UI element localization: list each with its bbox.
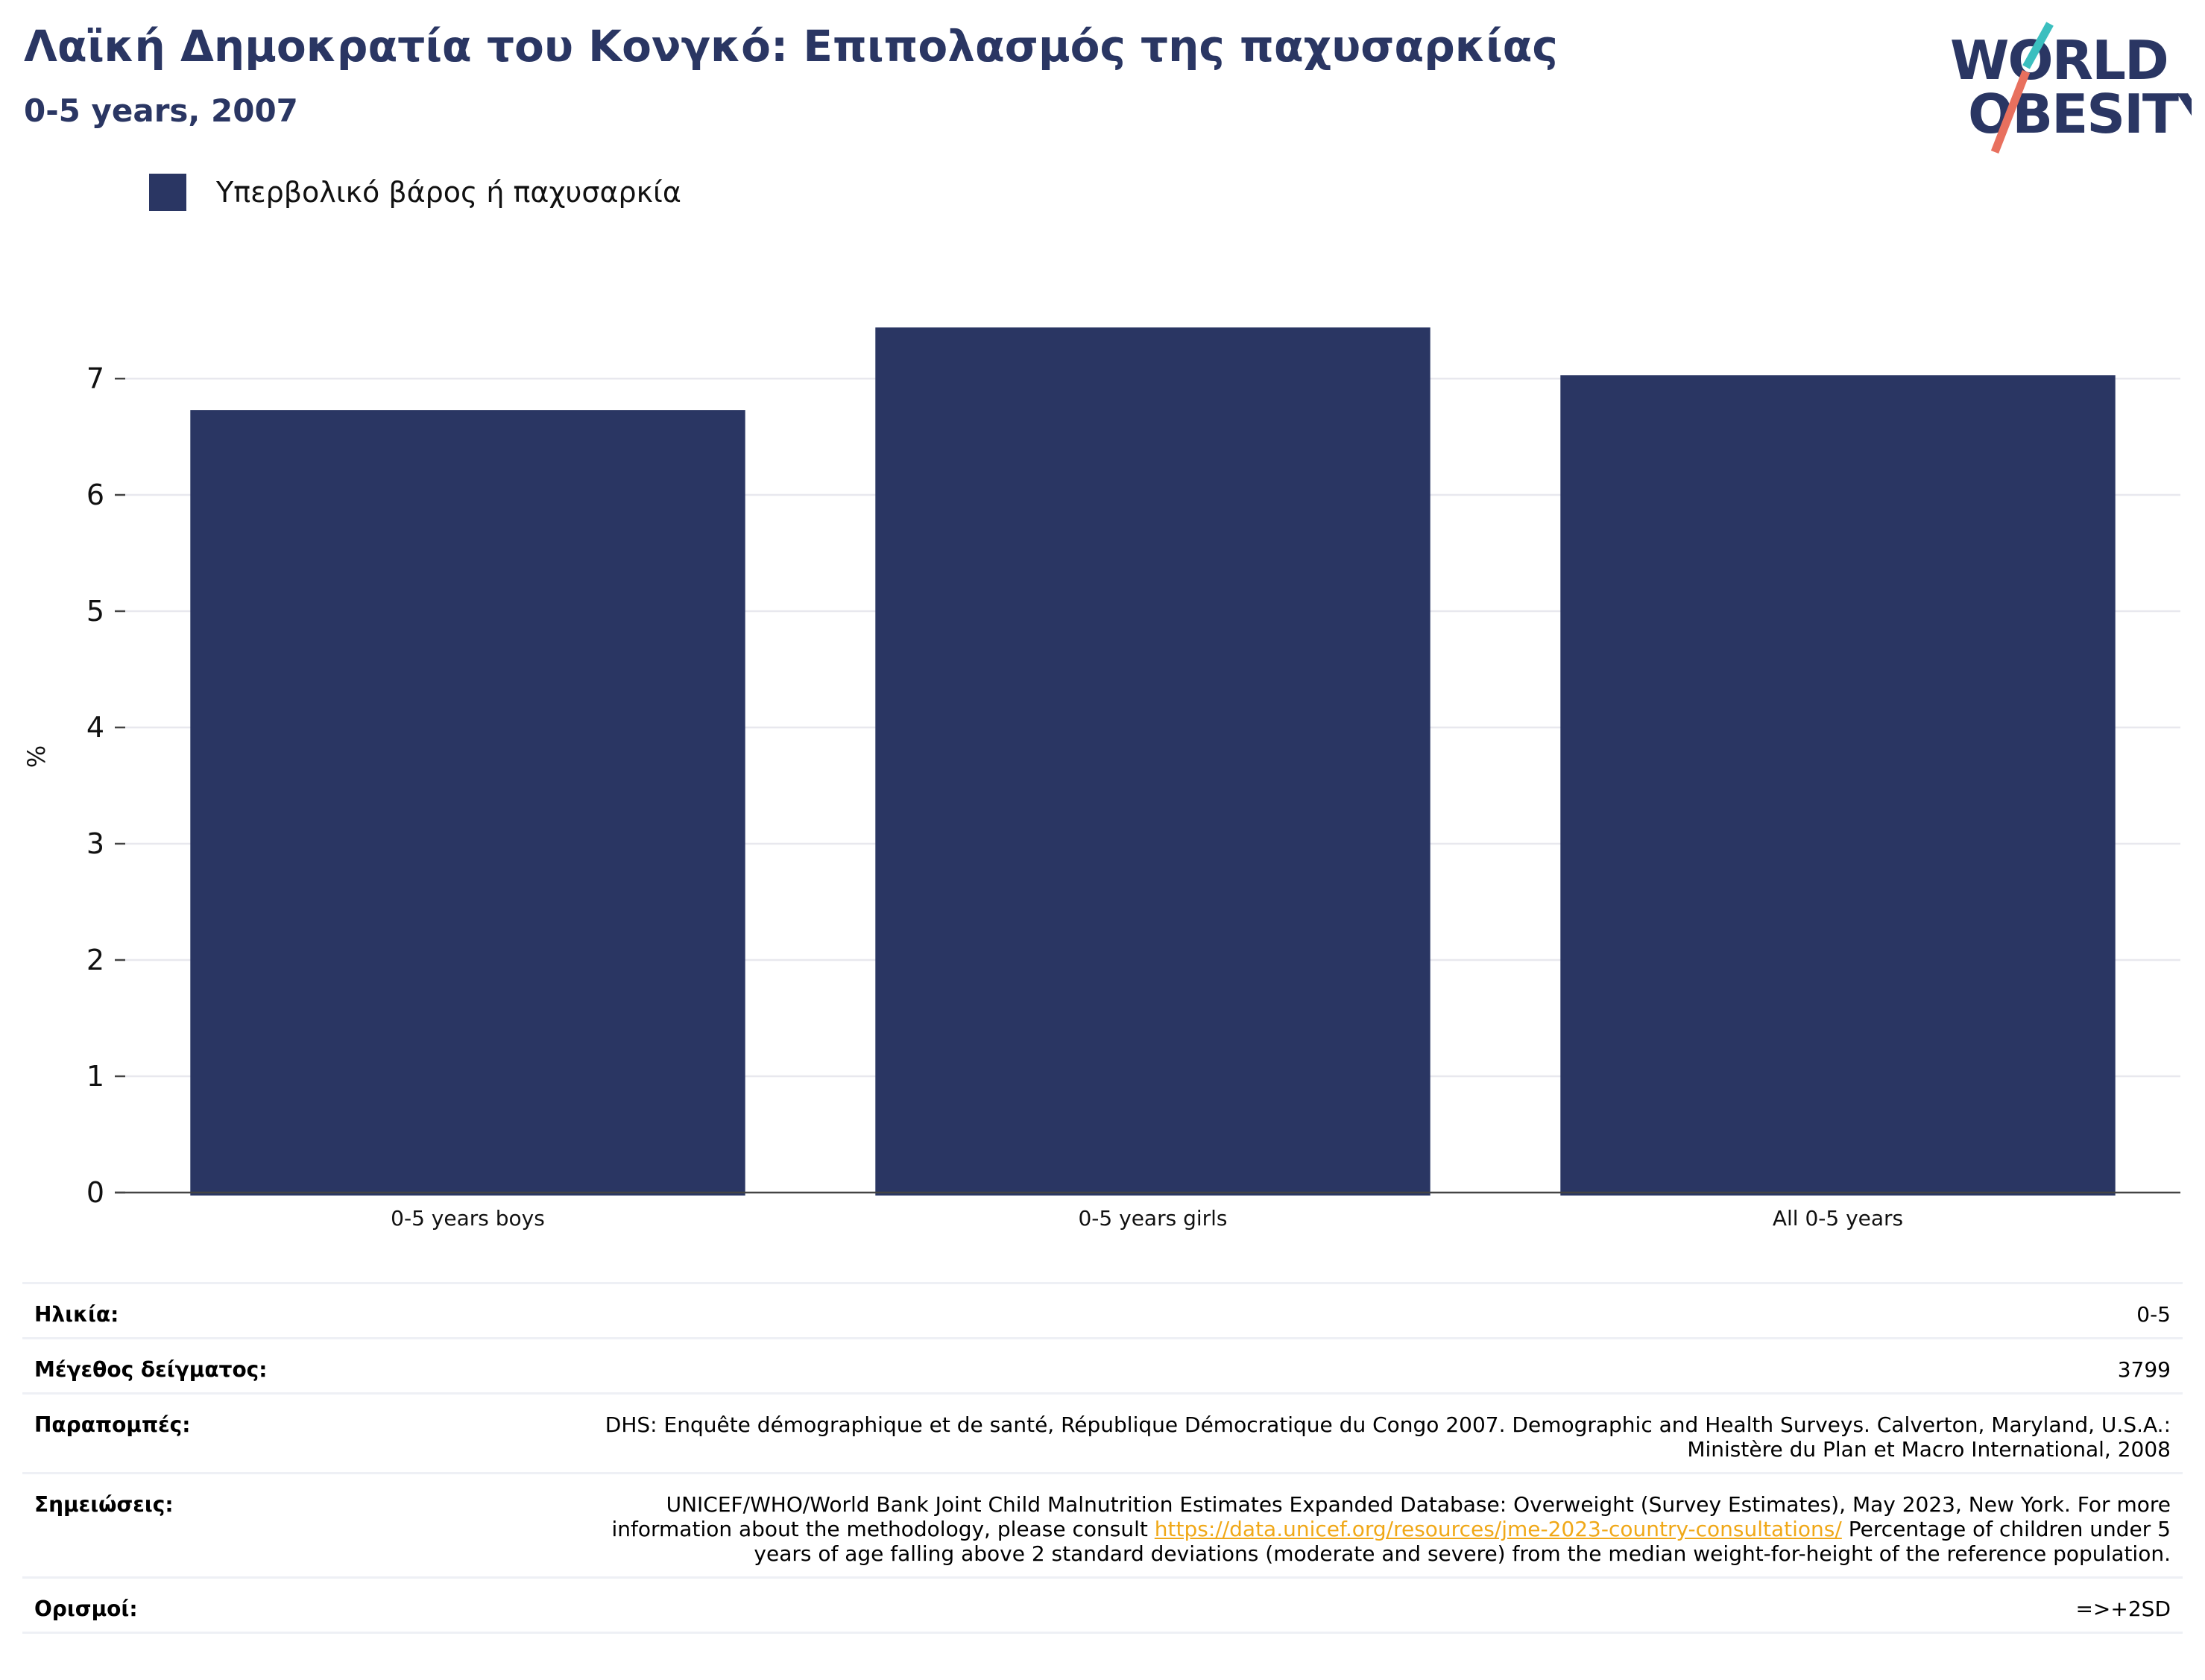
info-row-age: Ηλικία: 0-5 <box>22 1284 2183 1339</box>
notes-text-after: Percentage of children under 5 years of … <box>754 1517 2171 1566</box>
logo-line1: WORLD <box>1950 29 2168 92</box>
y-tick-label-1: 1 <box>86 1060 104 1093</box>
definitions-label: Ορισμοί: <box>34 1597 138 1621</box>
x-tick-label-2: 0-5 years girls <box>1078 1206 1227 1231</box>
info-row-sample: Μέγεθος δείγματος: 3799 <box>22 1339 2183 1395</box>
x-tick-label-1: 0-5 years boys <box>391 1206 545 1231</box>
x-tick-labels: 0-5 years boys 0-5 years girls All 0-5 yea… <box>391 1206 1903 1231</box>
notes-label: Σημειώσεις: <box>34 1492 174 1517</box>
bar-1 <box>190 410 745 1196</box>
methodology-link[interactable]: https://data.unicef.org/resources/jme-20… <box>1154 1517 1842 1541</box>
bar-2 <box>875 327 1430 1196</box>
age-value: 0-5 <box>2136 1302 2171 1327</box>
y-tick-label-7: 7 <box>86 362 104 395</box>
info-table: Ηλικία: 0-5 Μέγεθος δείγματος: 3799 Παρα… <box>22 1282 2183 1634</box>
info-row-notes: Σημειώσεις: UNICEF/WHO/World Bank Joint … <box>22 1474 2183 1579</box>
logo-slash-top <box>2022 22 2054 69</box>
sample-label: Μέγεθος δείγματος: <box>34 1357 268 1382</box>
bar-chart: 0 1 2 3 4 5 6 7 0-5 years boys 0-5 years girls Al… <box>22 327 2180 1231</box>
y-tick-label-3: 3 <box>86 827 104 860</box>
references-value: DHS: Enquête démographique et de santé, … <box>605 1412 2171 1462</box>
definitions-value: =>+2SD <box>2075 1597 2171 1621</box>
y-axis-label: % <box>22 745 51 768</box>
y-tick-label-6: 6 <box>86 479 104 511</box>
chart-title: Λαϊκή Δημοκρατία του Κονγκό: Επιπολασμός… <box>24 21 1558 72</box>
info-row-references: Παραπομπές: DHS: Enquête démographique e… <box>22 1395 2183 1474</box>
x-tick-label-3: All 0-5 years <box>1773 1206 1903 1231</box>
bar-3 <box>1560 375 2116 1196</box>
info-row-definitions: Ορισμοί: =>+2SD <box>22 1579 2183 1634</box>
notes-value: UNICEF/WHO/World Bank Joint Child Malnut… <box>568 1492 2171 1566</box>
sample-value: 3799 <box>2117 1357 2171 1382</box>
age-label: Ηλικία: <box>34 1302 119 1327</box>
y-tick-label-4: 4 <box>86 711 104 744</box>
legend-swatch <box>149 174 186 211</box>
logo-slash-bottom <box>1990 70 2031 154</box>
references-label: Παραπομπές: <box>34 1412 191 1437</box>
y-tick-label-0: 0 <box>86 1176 104 1209</box>
chart-subtitle: 0-5 years, 2007 <box>24 92 298 129</box>
y-tick-label-2: 2 <box>86 944 104 976</box>
bars <box>190 327 2116 1196</box>
notes-text-before: UNICEF/WHO/World Bank Joint Child Malnut… <box>611 1492 2171 1541</box>
world-obesity-logo: WORLD OBESITY <box>1950 22 2192 154</box>
y-tick-labels: 0 1 2 3 4 5 6 7 <box>86 362 125 1209</box>
y-tick-label-5: 5 <box>86 595 104 628</box>
legend-label: Υπερβολικό βάρος ή παχυσαρκία <box>216 176 681 209</box>
legend: Υπερβολικό βάρος ή παχυσαρκία <box>149 173 681 212</box>
